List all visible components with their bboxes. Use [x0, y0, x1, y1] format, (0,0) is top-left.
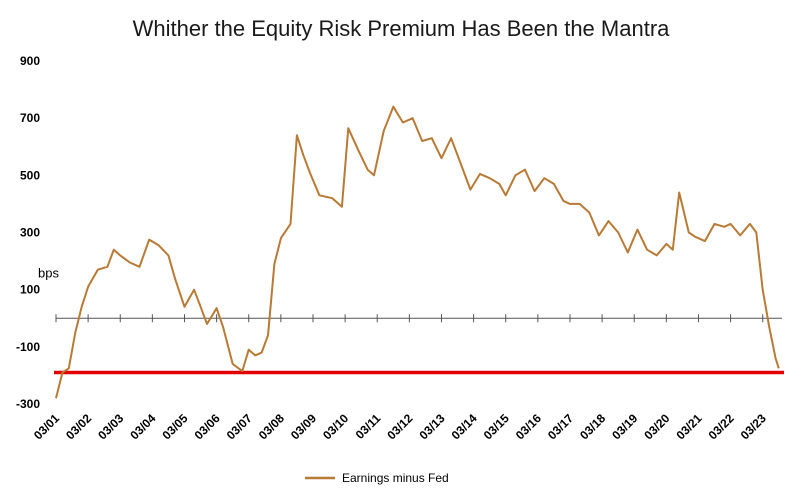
- x-tick-label: 03/05: [159, 411, 190, 442]
- x-tick-label: 03/21: [673, 411, 704, 442]
- y-tick-label: -300: [16, 397, 40, 411]
- x-tick-label: 03/17: [545, 411, 576, 442]
- x-tick-label: 03/19: [609, 411, 640, 442]
- x-tick-label: 03/23: [738, 411, 769, 442]
- x-tick-label: 03/13: [416, 411, 447, 442]
- x-tick-label: 03/01: [31, 411, 62, 442]
- x-tick-label: 03/14: [449, 411, 480, 442]
- x-tick-label: 03/06: [192, 411, 223, 442]
- x-tick-label: 03/02: [63, 411, 94, 442]
- x-tick-label: 03/11: [353, 411, 384, 442]
- series-line: [55, 105, 780, 399]
- ylabel-annotation: bps: [38, 266, 59, 281]
- chart-title: Whither the Equity Risk Premium Has Been…: [133, 16, 671, 41]
- x-axis-ticks: 03/01 03/02 03/03 03/04 03/05 03/06 03/07 03/08…: [31, 314, 769, 442]
- y-tick-label: -100: [16, 340, 40, 354]
- x-tick-label: 03/03: [95, 411, 126, 442]
- x-tick-label: 03/10: [320, 411, 351, 442]
- x-tick-label: 03/12: [384, 411, 415, 442]
- series-group: [55, 105, 780, 399]
- x-tick-label: 03/09: [288, 411, 319, 442]
- x-tick-label: 03/18: [577, 411, 608, 442]
- y-tick-label: 500: [20, 168, 40, 182]
- y-tick-label: 100: [20, 283, 40, 297]
- y-tick-label: 900: [20, 54, 40, 68]
- y-tick-label: 700: [20, 111, 40, 125]
- y-axis-ticks: 900 700 500 300 100 -100 -300: [16, 54, 40, 411]
- x-tick-label: 03/15: [481, 411, 512, 442]
- x-tick-label: 03/20: [641, 411, 672, 442]
- y-tick-label: 300: [20, 226, 40, 240]
- legend-label: Earnings minus Fed: [342, 471, 449, 485]
- x-tick-label: 03/07: [224, 411, 255, 442]
- x-tick-label: 03/08: [256, 411, 287, 442]
- x-tick-label: 03/16: [513, 411, 544, 442]
- legend: Earnings minus Fed: [305, 471, 449, 485]
- x-tick-label: 03/04: [127, 411, 158, 442]
- x-tick-label: 03/22: [706, 411, 737, 442]
